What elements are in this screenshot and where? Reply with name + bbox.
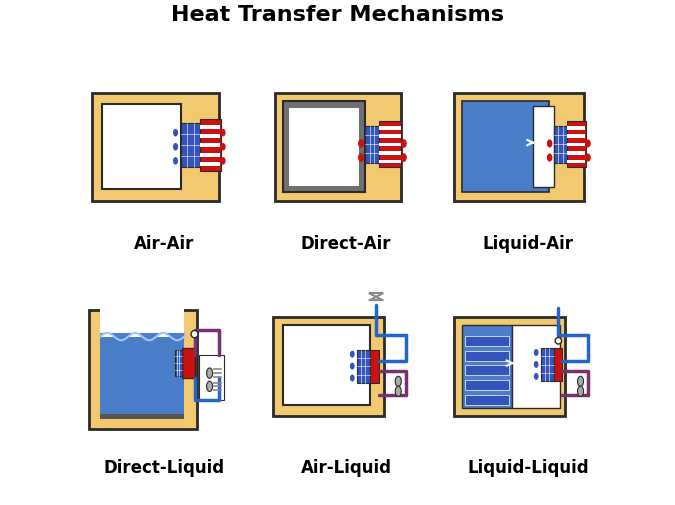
Bar (283, 102, 365, 193)
Text: Air-Air: Air-Air (134, 234, 194, 252)
Ellipse shape (173, 158, 178, 165)
Text: Liquid-Air: Liquid-Air (483, 234, 574, 252)
Ellipse shape (221, 144, 225, 151)
Bar (462, 102, 549, 193)
Ellipse shape (534, 373, 539, 380)
Ellipse shape (221, 130, 225, 137)
Ellipse shape (585, 154, 591, 162)
Bar (100, 309, 184, 416)
Bar (567, 122, 586, 168)
Ellipse shape (578, 386, 584, 396)
Bar (289, 109, 358, 186)
Ellipse shape (578, 377, 584, 387)
Text: Direct-Air: Direct-Air (300, 234, 392, 252)
Bar (454, 317, 565, 416)
Ellipse shape (401, 140, 407, 148)
Bar (465, 366, 509, 376)
Ellipse shape (350, 375, 354, 382)
Bar (379, 135, 400, 139)
Bar (379, 127, 400, 130)
Bar (554, 348, 562, 382)
Bar (89, 311, 197, 430)
Bar (379, 161, 400, 164)
Ellipse shape (350, 363, 354, 370)
Bar (462, 325, 512, 408)
Bar (182, 348, 194, 378)
Bar (365, 127, 379, 163)
Circle shape (555, 338, 562, 344)
Ellipse shape (358, 140, 364, 148)
Bar (283, 325, 370, 405)
Text: Liquid-Liquid: Liquid-Liquid (467, 458, 589, 476)
Bar (200, 163, 220, 167)
Bar (200, 144, 220, 148)
Bar (275, 94, 402, 201)
Bar (379, 122, 402, 168)
Bar (533, 107, 554, 188)
Bar (200, 120, 221, 172)
Bar (541, 348, 554, 382)
Ellipse shape (547, 140, 552, 148)
Bar (465, 380, 509, 390)
Bar (92, 94, 219, 201)
Text: Heat Transfer Mechanisms: Heat Transfer Mechanisms (171, 5, 504, 25)
Bar (567, 143, 585, 147)
Bar (512, 325, 560, 408)
Ellipse shape (350, 351, 354, 358)
Bar (465, 337, 509, 346)
Bar (200, 154, 220, 158)
Ellipse shape (401, 154, 407, 163)
Bar (200, 126, 220, 129)
Ellipse shape (585, 140, 591, 148)
Bar (567, 127, 585, 130)
Ellipse shape (534, 349, 539, 357)
Ellipse shape (396, 377, 401, 387)
Ellipse shape (534, 361, 539, 368)
Bar (554, 127, 567, 163)
Bar (465, 395, 509, 405)
Bar (200, 135, 220, 139)
Bar (567, 161, 585, 164)
Text: Air-Liquid: Air-Liquid (300, 458, 392, 476)
Bar (567, 135, 585, 139)
Bar (100, 337, 184, 416)
Bar (273, 317, 384, 416)
Ellipse shape (547, 154, 552, 162)
Bar (100, 414, 184, 420)
Bar (567, 152, 585, 156)
Bar (454, 94, 584, 201)
Ellipse shape (358, 154, 364, 163)
Bar (175, 350, 182, 377)
Ellipse shape (173, 144, 178, 151)
Ellipse shape (207, 368, 213, 378)
Text: Direct-Liquid: Direct-Liquid (103, 458, 224, 476)
Bar (181, 124, 200, 168)
Circle shape (191, 331, 198, 338)
Ellipse shape (173, 130, 178, 137)
Bar (357, 350, 370, 383)
Bar (465, 351, 509, 361)
Ellipse shape (221, 158, 225, 165)
Bar (198, 355, 224, 400)
Bar (379, 143, 400, 147)
Ellipse shape (396, 386, 401, 396)
Bar (102, 105, 181, 190)
Bar (379, 152, 400, 156)
Ellipse shape (207, 381, 213, 392)
Bar (370, 350, 379, 383)
